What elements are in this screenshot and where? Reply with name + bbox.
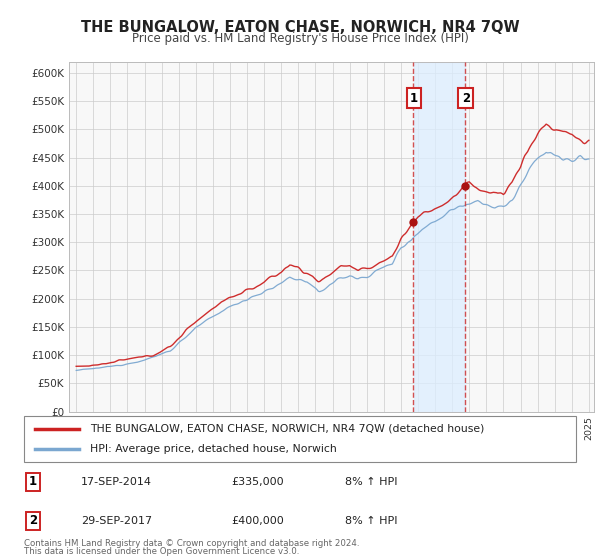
- Text: 2: 2: [29, 514, 37, 528]
- Text: HPI: Average price, detached house, Norwich: HPI: Average price, detached house, Norw…: [90, 444, 337, 454]
- Text: £400,000: £400,000: [231, 516, 284, 526]
- Text: THE BUNGALOW, EATON CHASE, NORWICH, NR4 7QW: THE BUNGALOW, EATON CHASE, NORWICH, NR4 …: [80, 20, 520, 35]
- Text: 2: 2: [462, 92, 470, 105]
- Text: £335,000: £335,000: [231, 477, 284, 487]
- Text: Contains HM Land Registry data © Crown copyright and database right 2024.: Contains HM Land Registry data © Crown c…: [24, 539, 359, 548]
- Text: 8% ↑ HPI: 8% ↑ HPI: [345, 477, 398, 487]
- Text: 1: 1: [29, 475, 37, 488]
- Text: 8% ↑ HPI: 8% ↑ HPI: [345, 516, 398, 526]
- Text: 29-SEP-2017: 29-SEP-2017: [81, 516, 152, 526]
- Text: THE BUNGALOW, EATON CHASE, NORWICH, NR4 7QW (detached house): THE BUNGALOW, EATON CHASE, NORWICH, NR4 …: [90, 423, 485, 433]
- Text: Price paid vs. HM Land Registry's House Price Index (HPI): Price paid vs. HM Land Registry's House …: [131, 32, 469, 45]
- Text: 1: 1: [410, 92, 418, 105]
- Text: 17-SEP-2014: 17-SEP-2014: [81, 477, 152, 487]
- Text: This data is licensed under the Open Government Licence v3.0.: This data is licensed under the Open Gov…: [24, 547, 299, 556]
